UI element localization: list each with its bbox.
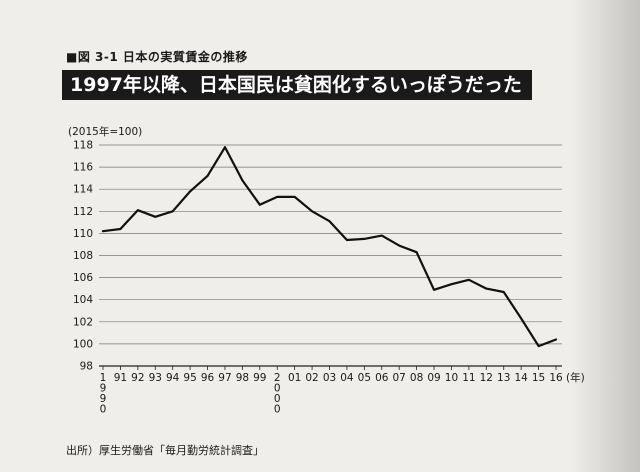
chart-headline: 1997年以降、日本国民は貧困化するいっぽうだった	[62, 70, 532, 100]
x-tick-label: 96	[201, 372, 215, 384]
y-tick-labels: 98 100 102 104 106 108 110 112 114 116 118	[73, 140, 93, 373]
data-point	[346, 239, 348, 241]
y-axis-unit-label: (2015年=100)	[68, 126, 143, 138]
y-tick-label: 116	[73, 162, 93, 174]
y-tick-label: 114	[73, 184, 93, 196]
y-tick-label: 110	[73, 228, 93, 240]
data-point	[154, 215, 157, 218]
x-tick-label: 13	[497, 372, 510, 384]
x-tick-label: 12	[480, 372, 493, 384]
data-point	[258, 203, 261, 206]
x-tick-label: 99	[253, 372, 266, 384]
data-point	[119, 228, 122, 230]
data-points	[102, 146, 557, 348]
data-point	[467, 278, 470, 281]
x-tick-label: 9	[100, 383, 107, 395]
x-tick-label: 0	[274, 383, 281, 395]
x-tick-label: 04	[340, 372, 354, 384]
data-point	[224, 146, 226, 149]
x-tick-label: 92	[131, 372, 144, 384]
x-tick-label: 16	[549, 372, 563, 384]
data-point	[433, 288, 435, 291]
x-axis-unit-label: (年)	[566, 371, 585, 384]
page-edge-shadow	[570, 0, 640, 472]
x-tick-label: 0	[274, 393, 281, 405]
x-tick-label: 01	[288, 372, 301, 384]
y-tick-label: 104	[73, 294, 93, 306]
data-point	[363, 238, 366, 240]
data-point	[502, 291, 505, 293]
data-point	[102, 230, 104, 233]
data-point	[450, 283, 453, 286]
data-point	[311, 210, 313, 213]
y-tick-label: 112	[73, 206, 93, 218]
source-note: 出所）厚生労働省「毎月勤労統計調査」	[66, 444, 264, 457]
data-point	[328, 220, 331, 223]
data-point	[171, 210, 174, 213]
data-point	[293, 196, 296, 198]
x-tick-label: 08	[410, 372, 423, 384]
x-tick-label: 07	[393, 372, 406, 384]
y-tick-label: 98	[80, 361, 93, 373]
x-tick-label: 1	[100, 372, 107, 384]
y-tick-label: 108	[73, 250, 93, 262]
x-tick-label: 14	[514, 372, 528, 384]
data-point	[206, 175, 209, 177]
x-tick-label: 06	[375, 372, 389, 384]
y-tick-label: 106	[73, 272, 93, 284]
x-tick-label: 91	[114, 372, 127, 384]
y-tick-label: 100	[73, 338, 93, 350]
figure-label: ■図 3-1 日本の実質賃金の推移	[66, 50, 248, 64]
x-tick-label: 97	[218, 372, 231, 384]
x-tick-label: 05	[358, 372, 371, 384]
data-point	[415, 251, 418, 254]
x-tick-label: 10	[445, 372, 458, 384]
data-point	[398, 244, 401, 247]
data-point	[485, 287, 488, 290]
data-point	[189, 190, 192, 193]
x-tick-label: 0	[274, 404, 281, 416]
x-tick-label: 2	[274, 372, 281, 384]
data-point	[241, 179, 244, 182]
gridlines	[99, 144, 562, 367]
x-tick-label: 98	[236, 372, 249, 384]
x-tick-label: 02	[305, 372, 318, 384]
data-point	[136, 209, 139, 212]
x-tick-label: 03	[323, 372, 336, 384]
x-tick-label: 15	[532, 372, 545, 384]
data-point	[520, 317, 523, 320]
x-tick-label: 9	[100, 393, 107, 405]
x-tick-label: 93	[149, 372, 162, 384]
x-tick-label: 0	[100, 404, 107, 416]
data-point	[555, 338, 557, 341]
series-lines	[101, 146, 558, 348]
x-tick-label: 95	[183, 372, 196, 384]
x-tick-label: 09	[427, 372, 440, 384]
data-point	[276, 196, 279, 198]
x-tick-label: 94	[166, 372, 180, 384]
series-line	[101, 146, 558, 348]
y-tick-label: 118	[73, 140, 93, 152]
data-point	[380, 234, 383, 237]
data-point	[537, 345, 540, 348]
y-tick-label: 102	[73, 316, 93, 328]
x-tick-label: 11	[462, 372, 475, 384]
